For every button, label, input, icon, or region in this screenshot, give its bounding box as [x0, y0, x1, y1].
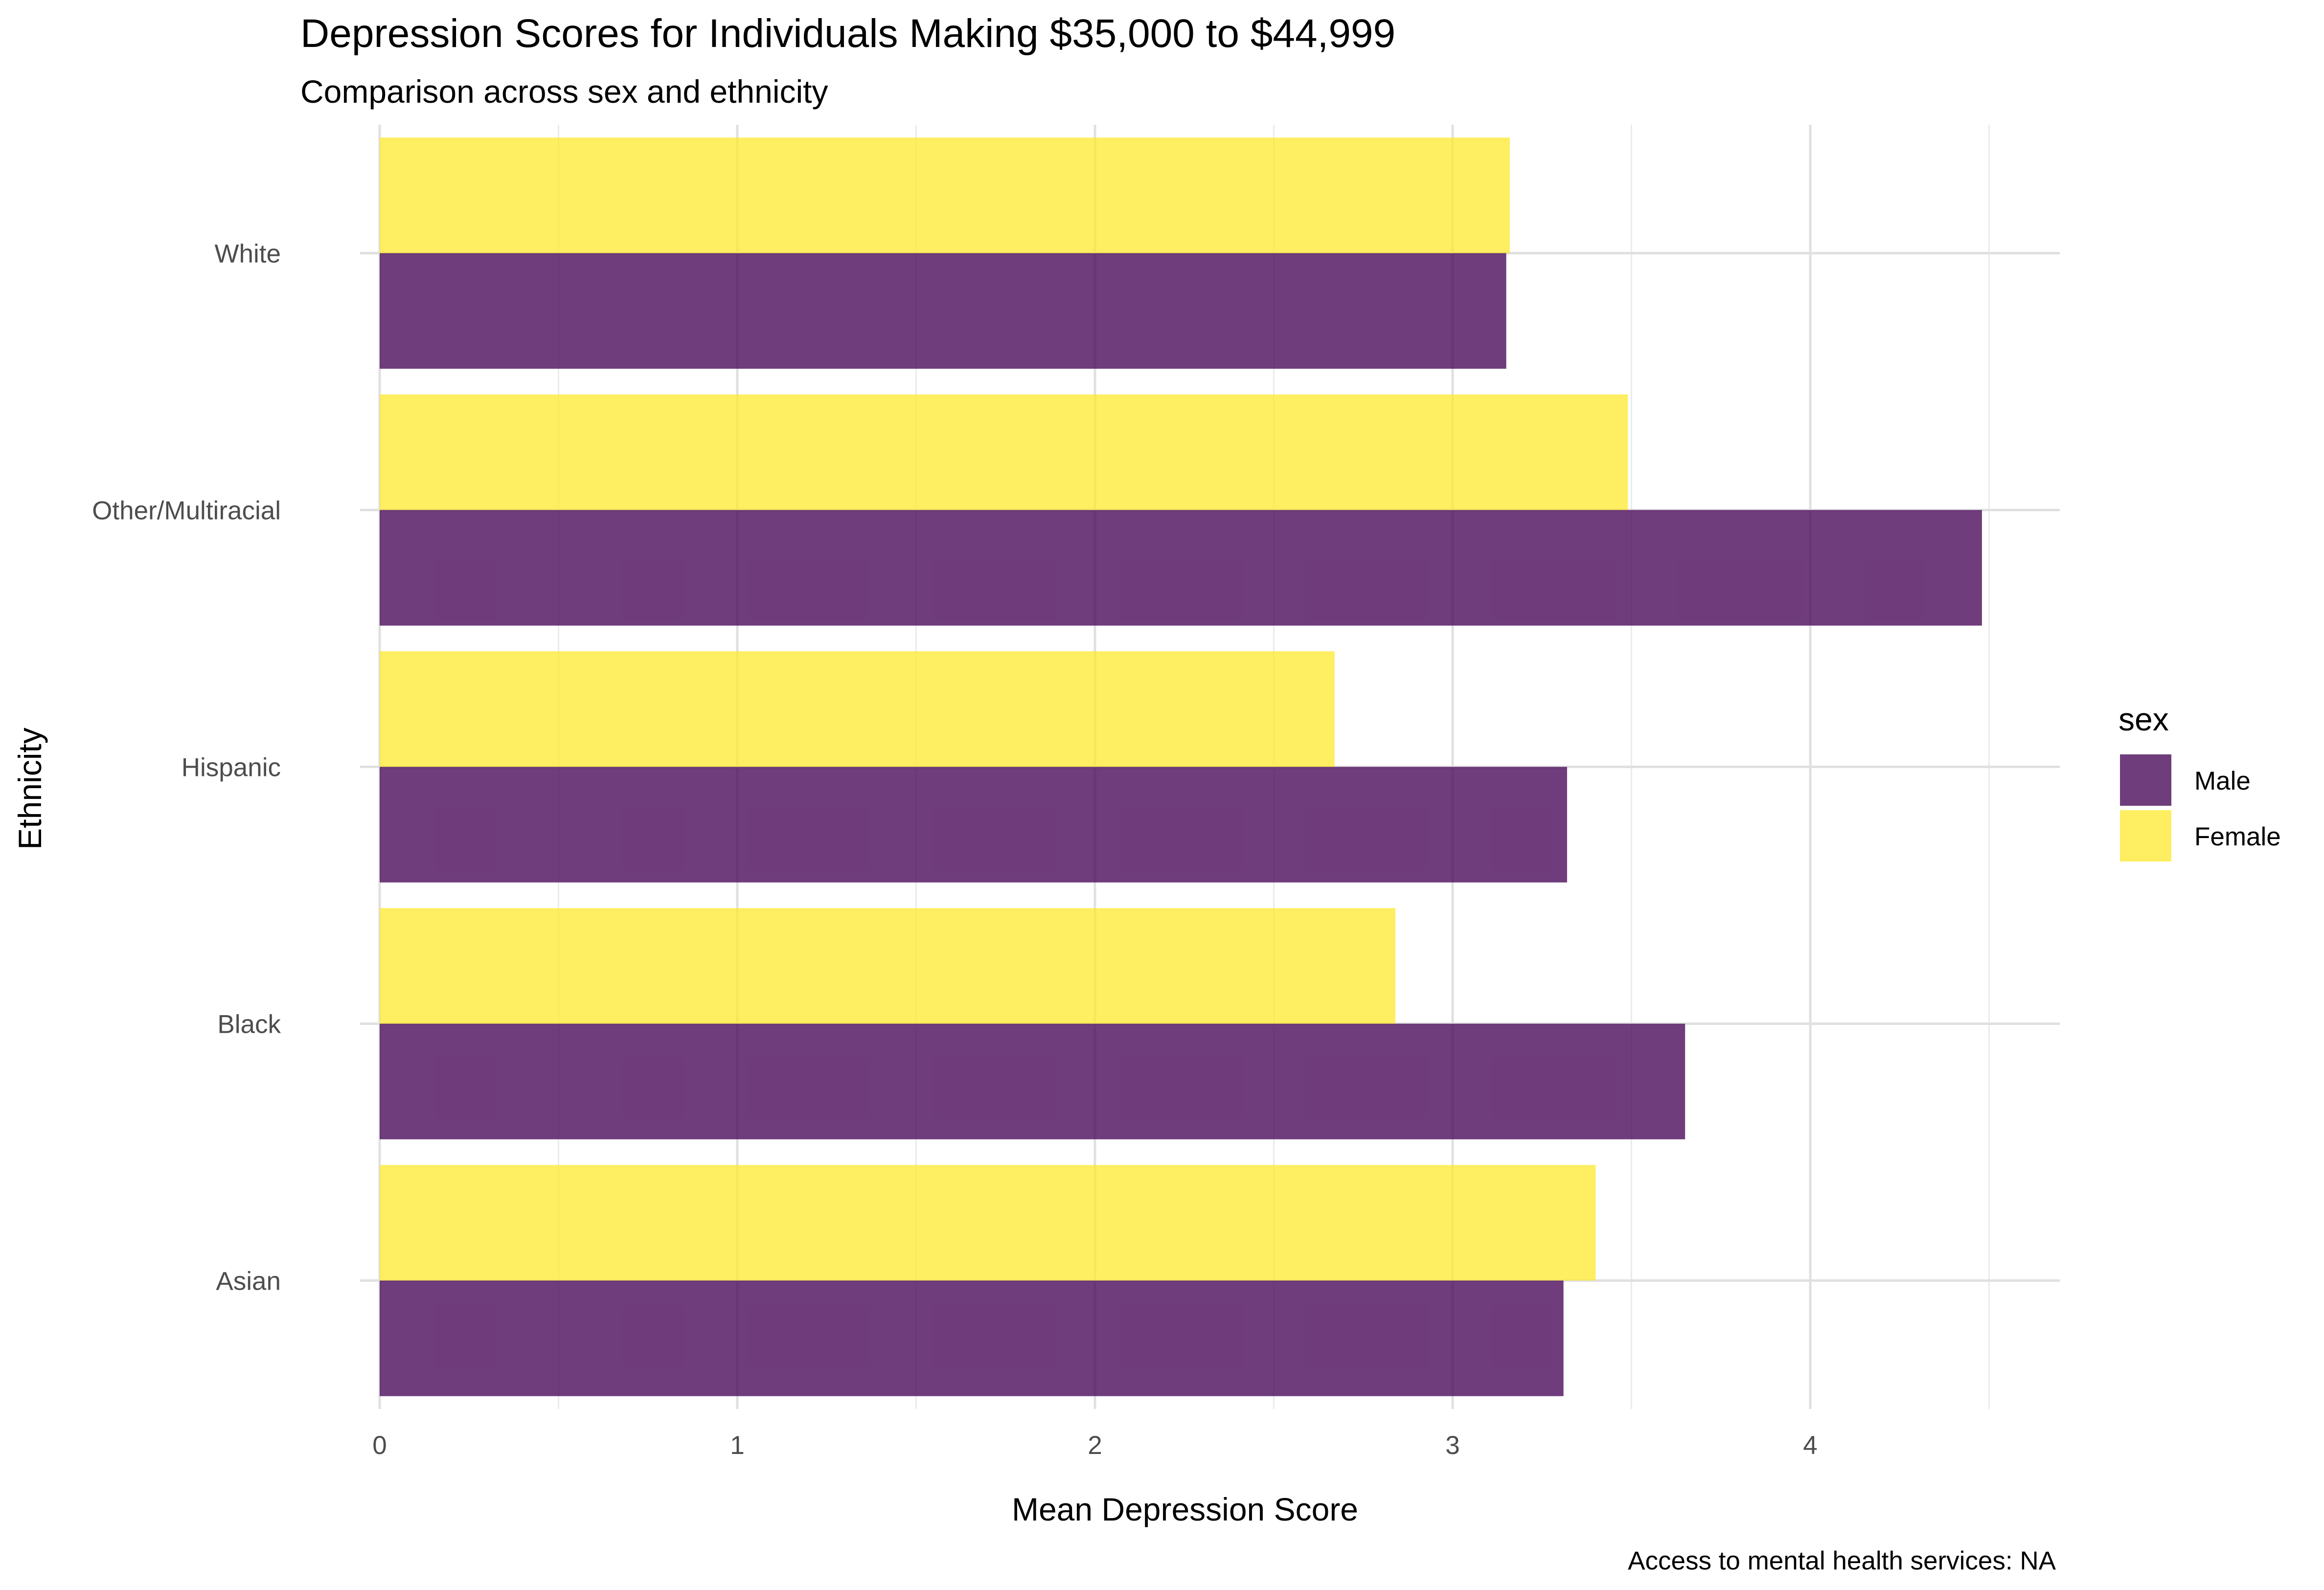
x-tick-label: 0: [372, 1431, 387, 1460]
bar-female-other-multiracial: [380, 394, 1628, 510]
legend-label-male: Male: [2194, 767, 2251, 795]
x-tick-label: 3: [1445, 1431, 1459, 1460]
legend-label-female: Female: [2194, 822, 2281, 851]
y-tick-label: Other/Multiracial: [92, 497, 281, 525]
bar-male-white: [380, 253, 1506, 369]
bars: [380, 137, 1982, 1396]
chart-subtitle: Comparison across sex and ethnicity: [300, 73, 828, 110]
x-tick-label: 2: [1088, 1431, 1102, 1460]
bar-female-white: [380, 137, 1510, 253]
y-tick-label: Black: [217, 1010, 281, 1039]
bar-male-other-multiracial: [380, 510, 1982, 626]
bar-male-hispanic: [380, 767, 1567, 883]
bar-male-black: [380, 1023, 1686, 1139]
legend-title: sex: [2119, 701, 2169, 737]
axis-ticks: 0 1 2 3 4 Asian Black Hispanic Other/Multiracial…: [92, 240, 1818, 1460]
x-tick-label: 1: [730, 1431, 744, 1460]
legend-swatch-male: [2120, 754, 2171, 806]
y-axis-title: Ethnicity: [12, 727, 48, 849]
y-tick-label: White: [215, 240, 281, 269]
chart-title: Depression Scores for Individuals Making…: [300, 11, 1395, 56]
bar-female-asian: [380, 1165, 1596, 1281]
y-tick-label: Asian: [216, 1267, 281, 1296]
x-axis-title: Mean Depression Score: [1012, 1491, 1358, 1527]
bar-female-hispanic: [380, 651, 1335, 767]
chart-caption: Access to mental health services: NA: [1628, 1546, 2056, 1575]
legend: Male Female: [2120, 754, 2281, 862]
bar-male-asian: [380, 1280, 1564, 1396]
bar-female-black: [380, 908, 1396, 1024]
y-tick-label: Hispanic: [182, 753, 281, 782]
legend-swatch-female: [2120, 810, 2171, 862]
x-tick-label: 4: [1803, 1431, 1817, 1460]
